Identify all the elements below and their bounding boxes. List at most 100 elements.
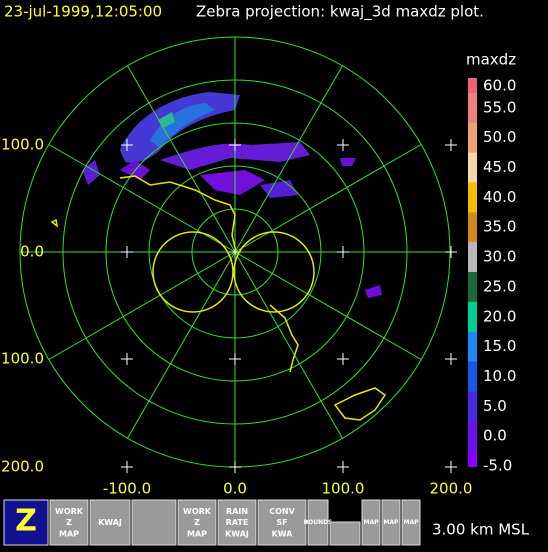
button-face: [89, 499, 131, 546]
x-axis-label: 100.0: [322, 480, 365, 498]
colorbar-swatch: [468, 301, 477, 333]
toolbar-button[interactable]: WORK Z MAP: [177, 499, 217, 546]
x-axis-label: 200.0: [430, 480, 473, 498]
button-face: [381, 499, 401, 546]
colorbar-label: 25.0: [483, 277, 516, 295]
map-overlay: [50, 175, 387, 421]
button-text: MAP: [383, 519, 399, 526]
grid-marker: [229, 139, 241, 151]
y-axis-label: 100.0: [1, 350, 44, 368]
toolbar-button[interactable]: KWAJ: [89, 499, 131, 546]
button-text: MAP: [187, 529, 207, 538]
spoke: [234, 251, 343, 439]
toolbar-button[interactable]: BOUNDS: [304, 499, 333, 546]
y-axis-label: 100.0: [1, 136, 44, 154]
grid-marker: [229, 353, 241, 365]
button-text: BOUNDS: [304, 519, 333, 526]
button-face: [131, 499, 177, 546]
grid-marker: [337, 353, 349, 365]
colorbar-label: 55.0: [483, 98, 516, 116]
button-text: MAP: [59, 529, 79, 538]
colorbar-swatch: [468, 122, 477, 154]
button-text: RATE: [226, 518, 249, 527]
button-face: [401, 499, 421, 546]
button-text: WORK: [183, 507, 212, 516]
colorbar-label: 35.0: [483, 218, 516, 236]
spoke: [48, 251, 236, 360]
button-text: RAIN: [226, 507, 248, 516]
colorbar-label: 0.0: [483, 427, 507, 445]
toolbar-button[interactable]: CONV SF KWA: [257, 499, 307, 546]
colorbar-swatch: [468, 182, 477, 213]
toolbar-button[interactable]: WORK Z MAP: [49, 499, 89, 546]
button-face: [307, 499, 329, 546]
colorbar-swatch: [468, 272, 477, 303]
colorbar-label: 50.0: [483, 128, 516, 146]
colorbar-label: 5.0: [483, 397, 507, 415]
colorbar-label: -5.0: [483, 457, 512, 475]
colorbar-label: 60.0: [483, 77, 516, 95]
toolbar-button[interactable]: Z: [3, 499, 49, 546]
toolbar-button[interactable]: [131, 499, 177, 546]
grid-marker: [121, 353, 133, 365]
colorbar-label: 15.0: [483, 337, 516, 355]
plot-title: Zebra projection: kwaj_3d maxdz plot.: [196, 3, 484, 22]
button-text: CONV: [269, 507, 295, 516]
y-axis-label: 0.0: [20, 243, 44, 261]
spoke: [127, 251, 236, 439]
toolbar-button[interactable]: MAP: [401, 499, 421, 546]
grid-marker: [337, 139, 349, 151]
button-face: [257, 499, 307, 546]
button-face: [217, 499, 257, 546]
grid-marker: [121, 139, 133, 151]
colorbar-swatch: [468, 451, 477, 467]
spoke: [234, 251, 422, 360]
toolbar: Z WORK Z MAP KWAJ WORK Z MAP RAIN RATE KWAJ CONV SF K…: [3, 499, 421, 546]
colorbar-label: 20.0: [483, 307, 516, 325]
colorbar-swatch: [468, 391, 477, 422]
grid-marker: [337, 461, 349, 473]
spoke: [127, 65, 236, 253]
grid-marker: [337, 246, 349, 258]
button-face: [361, 499, 381, 546]
colorbar-label: 30.0: [483, 248, 516, 266]
grid-marker: [121, 461, 133, 473]
button-face: [329, 521, 361, 546]
grid-marker: [229, 461, 241, 473]
colorbar-swatch: [468, 242, 477, 273]
button-text: MAP: [363, 519, 379, 526]
spoke: [234, 65, 343, 253]
colorbar-swatch: [468, 421, 477, 452]
button-text: Z: [66, 518, 72, 527]
button-text: KWAJ: [98, 518, 122, 527]
button-text: Z: [15, 504, 37, 539]
colorbar-swatch: [468, 92, 477, 124]
y-axis-label: 200.0: [1, 458, 44, 476]
button-text: WORK: [55, 507, 84, 516]
colorbar-label: 10.0: [483, 367, 516, 385]
grid-marker: [445, 246, 457, 258]
time-label: 23-jul-1999,12:05:00: [4, 3, 162, 21]
x-axis-label: 0.0: [223, 480, 247, 498]
colorbar: 60.0 55.0 50.0 45.0 40.0 35.0 30.0 25.0 20.0 15.0…: [468, 77, 516, 475]
toolbar-button[interactable]: RAIN RATE KWAJ: [217, 499, 257, 546]
button-text: KWAJ: [225, 529, 249, 538]
toolbar-button[interactable]: MAP: [381, 499, 401, 546]
button-face: [3, 499, 49, 546]
grid-marker: [445, 139, 457, 151]
colorbar-title: maxdz: [466, 51, 516, 69]
toolbar-button[interactable]: [329, 521, 361, 546]
button-text: KWA: [272, 529, 294, 538]
colorbar-swatch: [468, 331, 477, 363]
colorbar-swatch: [468, 212, 477, 243]
button-face: [49, 499, 89, 546]
toolbar-button[interactable]: MAP: [361, 499, 381, 546]
radar-plot: [19, 36, 457, 473]
x-axis-label: -100.0: [103, 480, 151, 498]
grid-marker: [445, 353, 457, 365]
grid-marker: [121, 246, 133, 258]
colorbar-label: 40.0: [483, 188, 516, 206]
altitude-label: 3.00 km MSL: [432, 521, 530, 539]
button-text: SF: [276, 518, 287, 527]
